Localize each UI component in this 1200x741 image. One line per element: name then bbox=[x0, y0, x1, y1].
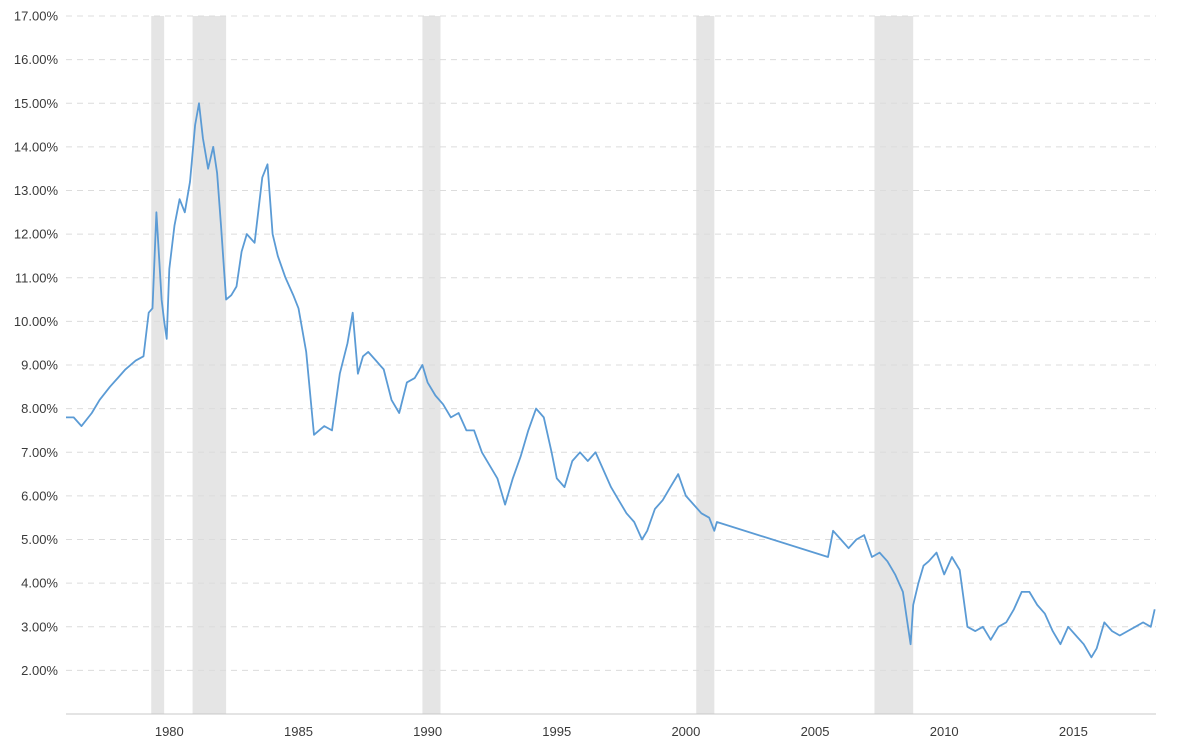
y-tick-label: 3.00% bbox=[21, 619, 58, 634]
x-tick-label: 1980 bbox=[155, 724, 184, 739]
y-axis: 2.00% 3.00% 4.00% 5.00% 6.00% 7.00% 8.00% 9.00%… bbox=[14, 9, 59, 678]
x-tick-label: 2015 bbox=[1059, 724, 1088, 739]
y-tick-label: 17.00% bbox=[14, 9, 59, 24]
x-tick-label: 2005 bbox=[801, 724, 830, 739]
x-tick-label: 1995 bbox=[542, 724, 571, 739]
y-tick-label: 2.00% bbox=[21, 663, 58, 678]
x-tick-label: 1990 bbox=[413, 724, 442, 739]
y-tick-label: 9.00% bbox=[21, 358, 58, 373]
x-tick-label: 1985 bbox=[284, 724, 313, 739]
x-tick-label: 2010 bbox=[930, 724, 959, 739]
y-tick-label: 8.00% bbox=[21, 401, 58, 416]
y-tick-label: 6.00% bbox=[21, 488, 58, 503]
x-tick-label: 2000 bbox=[671, 724, 700, 739]
gridlines bbox=[66, 15, 1156, 671]
y-tick-label: 16.00% bbox=[14, 52, 59, 67]
y-tick-label: 14.00% bbox=[14, 139, 59, 154]
y-tick-label: 11.00% bbox=[15, 270, 59, 285]
y-tick-label: 15.00% bbox=[14, 96, 59, 111]
y-tick-label: 7.00% bbox=[21, 445, 58, 460]
y-tick-label: 4.00% bbox=[21, 576, 58, 591]
y-tick-label: 5.00% bbox=[21, 532, 58, 547]
y-tick-label: 12.00% bbox=[14, 227, 59, 242]
y-tick-label: 13.00% bbox=[14, 183, 59, 198]
series-group bbox=[66, 102, 1156, 659]
x-axis: 1980 1985 1990 1995 2000 2005 2010 2015 bbox=[155, 724, 1088, 739]
y-tick-label: 10.00% bbox=[14, 314, 59, 329]
rate-series-line bbox=[66, 102, 1156, 659]
